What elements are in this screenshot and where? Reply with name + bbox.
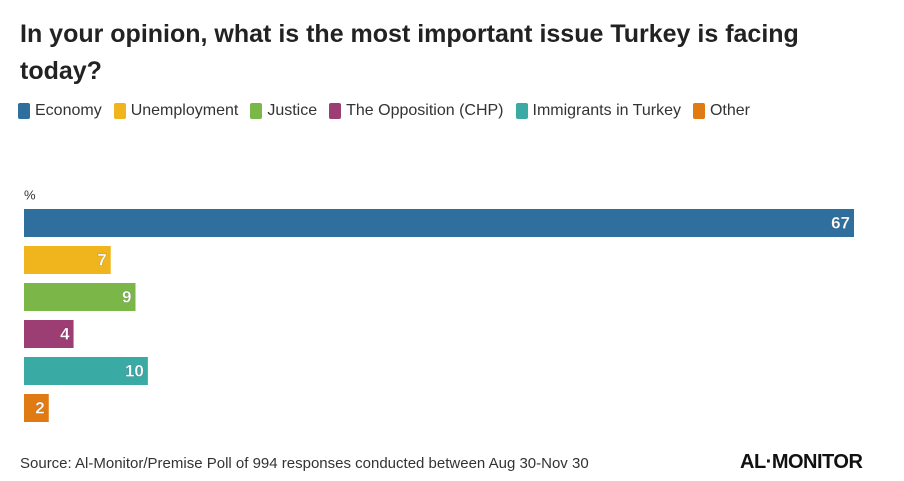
value-label: 67: [831, 213, 850, 232]
legend-label: Other: [709, 102, 750, 119]
legend-item: Other: [692, 102, 750, 120]
legend-item: Unemployment: [113, 102, 239, 120]
value-label: 9: [122, 287, 131, 306]
source: Source: Al-Monitor/Premise Poll of 994 r…: [20, 455, 589, 472]
value-label: 10: [125, 361, 144, 380]
legend-item: Immigrants in Turkey: [515, 102, 681, 120]
legend-item: Justice: [250, 102, 317, 120]
bar: [24, 283, 136, 311]
chart-title: In your opinion, what is the most import…: [20, 20, 799, 85]
value-label: 2: [35, 398, 44, 417]
value-label: 4: [60, 324, 70, 343]
legend-swatch: [18, 103, 30, 119]
legend-label: Justice: [267, 102, 318, 119]
legend-label: The Opposition (CHP): [346, 102, 504, 119]
legend-swatch: [329, 103, 342, 119]
legend-label: Immigrants in Turkey: [532, 102, 681, 119]
legend-swatch: [250, 103, 263, 119]
legend: Economy Unemployment Justice The Opposition…: [18, 102, 750, 120]
chart: % 67 79 4 10 2: [24, 187, 854, 422]
legend-label: Economy: [35, 102, 102, 119]
bar: [24, 209, 854, 237]
unit-label: %: [24, 187, 36, 202]
legend-item: The Opposition (CHP): [329, 102, 504, 120]
legend-item: Economy: [18, 102, 102, 120]
bar: [24, 394, 49, 422]
bar: [24, 246, 111, 274]
legend-swatch: [113, 103, 126, 119]
legend-swatch: [515, 103, 528, 119]
value-label: 7: [97, 250, 106, 269]
logo: AL·MONITOR: [740, 451, 863, 473]
legend-label: Unemployment: [130, 102, 239, 119]
bar: [24, 320, 74, 348]
bar: [24, 357, 148, 385]
legend-swatch: [692, 103, 705, 119]
